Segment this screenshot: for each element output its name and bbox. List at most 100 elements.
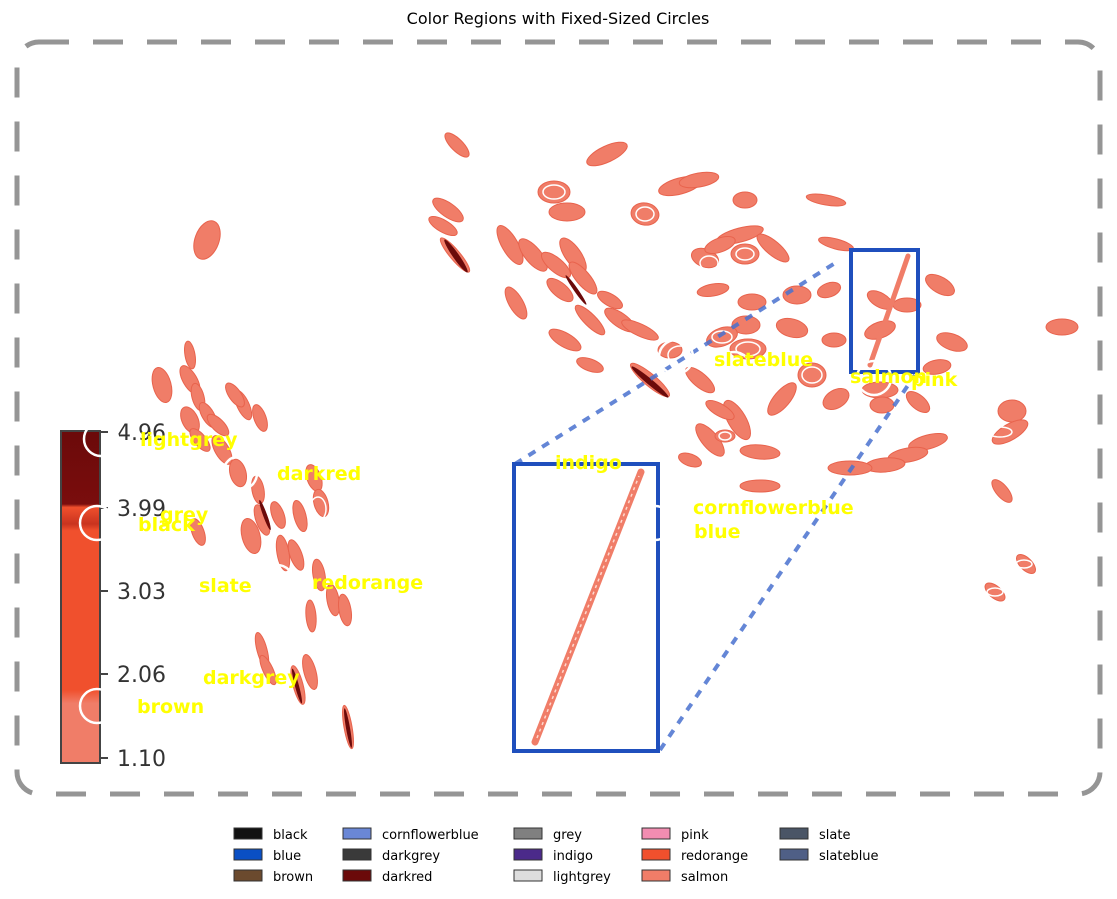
blob-ellipse <box>739 444 781 460</box>
region-label-blue: blue <box>694 521 741 543</box>
blob-ellipse <box>869 396 895 414</box>
legend: black blue brown cornflowerblue darkgrey dark… <box>233 827 879 885</box>
fixed-circles <box>78 338 893 725</box>
blob-ellipse <box>184 340 196 370</box>
blob-ellipse <box>1016 554 1036 574</box>
colorbar-tick-label: 1.10 <box>117 747 166 772</box>
legend-swatch-darkgrey <box>342 848 372 861</box>
blob-ellipse <box>905 391 931 413</box>
legend-swatch-pink <box>641 827 671 840</box>
blob-ellipse <box>925 273 955 297</box>
legend-label-redorange: redorange <box>681 849 748 864</box>
blob-ellipse-dark <box>291 668 303 704</box>
blob-ellipse-dark <box>259 499 271 531</box>
blob-ellipse <box>678 171 720 189</box>
blob-ellipse <box>576 357 604 373</box>
fixed-circle <box>78 687 116 725</box>
legend-swatch-grey <box>513 827 543 840</box>
blob-ellipse <box>696 282 730 298</box>
colorbar-tick-label: 3.99 <box>117 497 166 522</box>
fixed-circle <box>78 504 116 542</box>
legend-label-slateblue: slateblue <box>819 849 879 864</box>
zoom-connector-line <box>658 373 917 752</box>
blob-ellipse <box>189 428 211 452</box>
colorbar-tick-label: 3.03 <box>117 580 166 605</box>
ellipse-blobs <box>151 132 1079 750</box>
blob-ellipse <box>251 475 265 505</box>
blob-ring <box>801 366 823 384</box>
blob-ellipse <box>292 499 308 533</box>
blob-ellipse <box>936 332 968 352</box>
region-label-slate: slate <box>199 575 252 597</box>
blob-ellipse <box>821 332 847 348</box>
blob-ellipse <box>731 315 761 335</box>
blob-ellipse <box>151 366 173 404</box>
blob-ellipse <box>767 382 797 416</box>
legend-label-grey: grey <box>553 828 582 843</box>
legend-swatch-blue <box>233 848 263 861</box>
blob-ellipse <box>432 197 464 223</box>
blob-ellipse <box>737 293 767 311</box>
blob-ellipse <box>270 501 286 529</box>
blob-ellipse <box>546 277 574 303</box>
legend-label-blue: blue <box>273 849 301 864</box>
blob-ellipse <box>822 388 850 410</box>
blob-ellipse <box>678 452 702 468</box>
colorbar-ticks: 4.96 3.99 3.03 2.06 1.10 <box>100 421 166 772</box>
blob-ring <box>987 426 1013 438</box>
blob-ellipse <box>444 132 470 158</box>
blob-ellipse <box>259 654 277 686</box>
blob-ellipse <box>428 215 458 237</box>
blob-ellipse <box>540 251 572 279</box>
blob-ellipse <box>190 518 206 546</box>
region-label-slateblue: slateblue <box>714 349 813 371</box>
blob-ellipse <box>305 599 317 633</box>
blob-ellipse <box>548 328 582 352</box>
legend-swatch-salmon <box>641 869 671 882</box>
blob-ellipse <box>193 220 221 260</box>
blob-ellipse <box>337 593 353 627</box>
blob-ellipse <box>586 141 628 167</box>
legend-label-black: black <box>273 828 308 843</box>
region-label-salmon: salmon <box>850 366 927 388</box>
fixed-circle <box>715 350 753 388</box>
legend-label-indigo: indigo <box>553 849 593 864</box>
zoom-source-box <box>849 248 920 374</box>
region-label-pink: pink <box>911 369 958 391</box>
blob-ring <box>718 431 732 441</box>
blob-ellipse <box>756 233 790 263</box>
blob-ellipse <box>922 359 952 375</box>
blob-ellipse-dark <box>344 708 352 748</box>
blob-ellipse <box>568 261 598 295</box>
region-label-lightgrey: lightgrey <box>140 429 238 451</box>
blob-ellipse <box>621 319 659 341</box>
legend-label-pink: pink <box>681 828 709 843</box>
colorbar-tick-label: 2.06 <box>117 663 166 688</box>
blob-ellipse <box>984 582 1006 602</box>
legend-swatch-black <box>233 827 263 840</box>
region-label-indigo: indigo <box>555 452 622 474</box>
blob-ellipse <box>704 235 736 255</box>
fixed-circle <box>82 420 120 458</box>
blob-ring <box>1015 559 1033 569</box>
region-label-darkred: darkred <box>277 463 361 485</box>
blob-ellipse <box>991 419 1029 445</box>
blob-ellipse <box>705 399 735 421</box>
legend-swatch-slate <box>779 827 809 840</box>
blob-ring <box>720 357 750 383</box>
blob-ellipse <box>252 404 268 432</box>
zoom-source-streak <box>867 253 911 368</box>
region-label-brown: brown <box>137 696 204 718</box>
legend-swatch-indigo <box>513 848 543 861</box>
legend-label-cornflowerblue: cornflowerblue <box>382 828 479 843</box>
blob-ring <box>735 247 755 261</box>
blob-ring <box>699 255 719 271</box>
fixed-circle <box>221 454 259 492</box>
legend-swatch-redorange <box>641 848 671 861</box>
blob-ellipse-dark <box>631 366 669 398</box>
legend-swatch-slateblue <box>779 848 809 861</box>
legend-swatch-brown <box>233 869 263 882</box>
blob-ellipse <box>518 238 548 272</box>
